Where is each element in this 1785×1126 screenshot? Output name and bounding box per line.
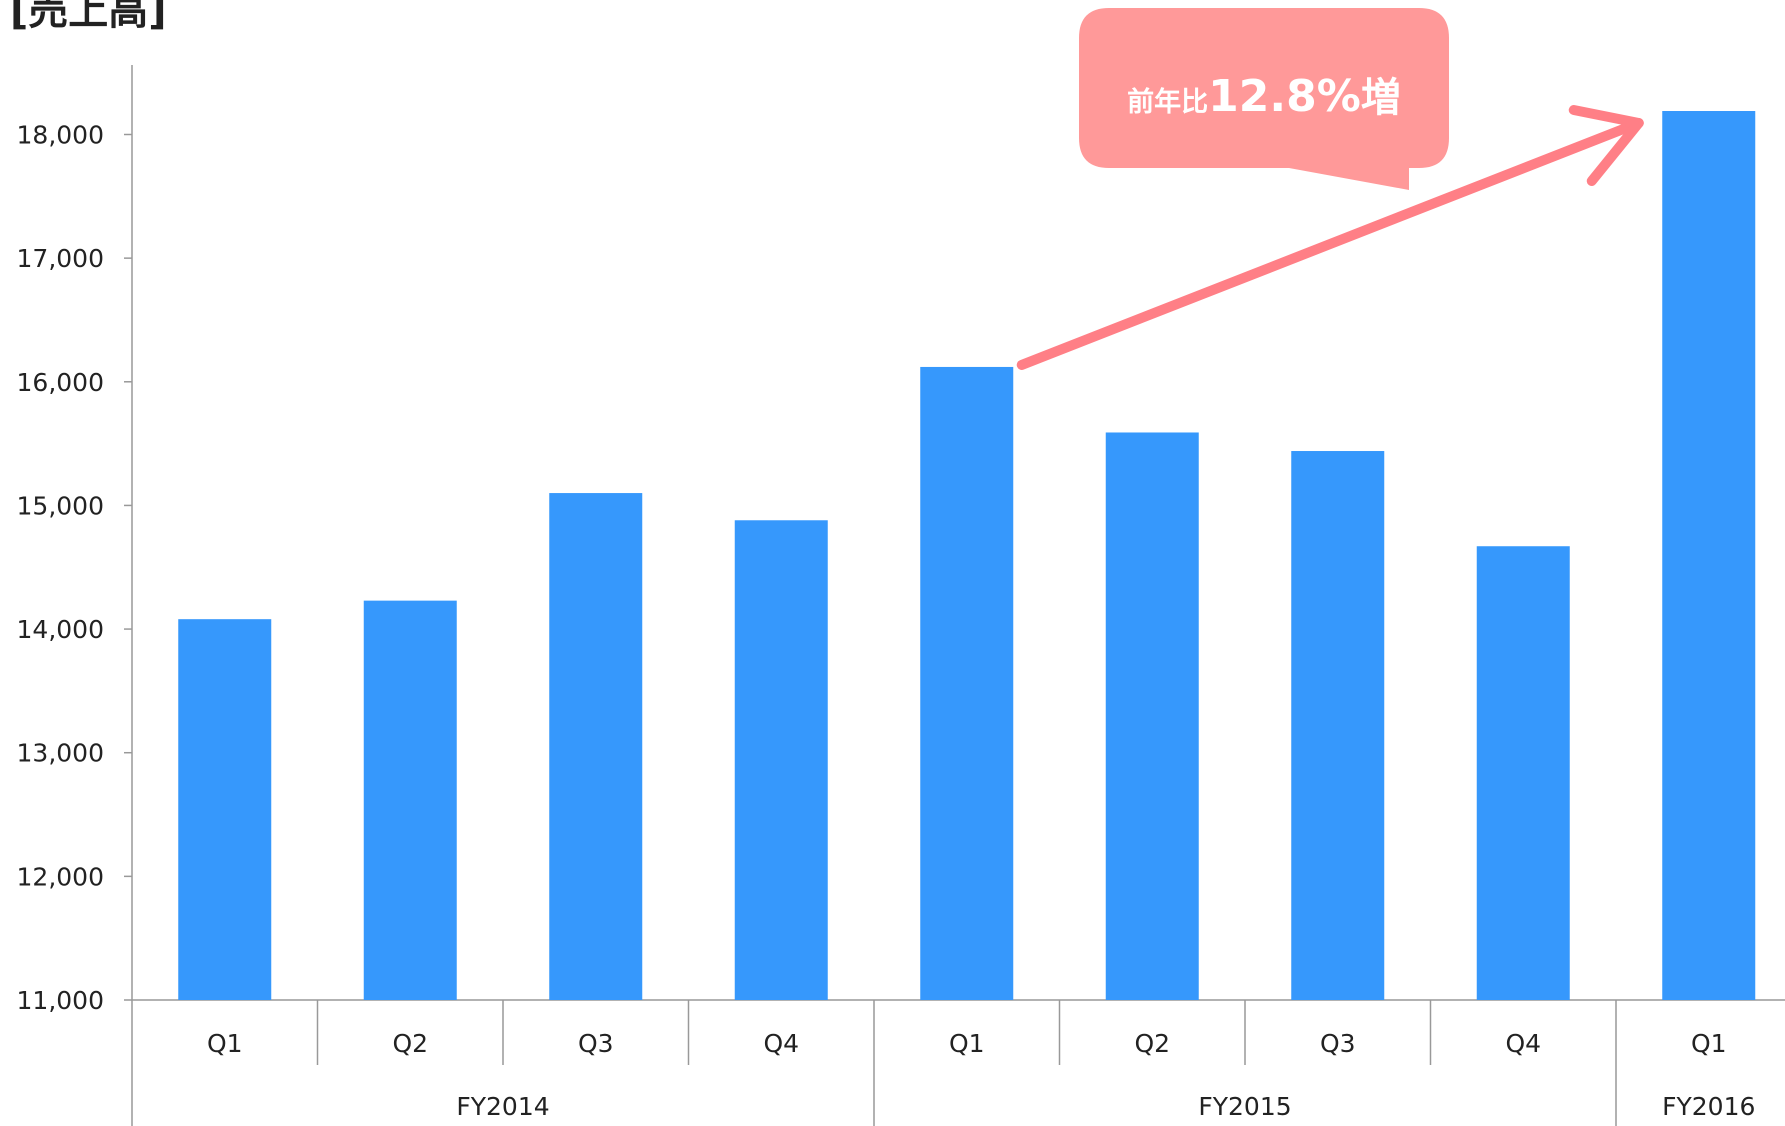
- callout-suffix: 増: [1361, 75, 1401, 121]
- x-category-label: Q1: [1691, 1029, 1727, 1058]
- bar: [734, 520, 828, 1000]
- y-tick-label: 12,000: [17, 862, 104, 891]
- callout-prefix: 前年比: [1127, 86, 1208, 118]
- bar: [549, 493, 643, 1000]
- y-tick-label: 15,000: [17, 491, 104, 520]
- bar: [363, 600, 457, 1000]
- y-tick-label: 17,000: [17, 244, 104, 273]
- growth-arrow-head: [1568, 105, 1644, 187]
- x-category-label: Q2: [392, 1029, 428, 1058]
- x-category-label: Q3: [1320, 1029, 1356, 1058]
- x-category-label: Q1: [949, 1029, 985, 1058]
- x-category-label: Q2: [1134, 1029, 1170, 1058]
- bar: [1476, 546, 1570, 1000]
- growth-arrow-shaft: [1016, 118, 1644, 370]
- y-tick-label: 11,000: [17, 986, 104, 1015]
- chart-title: [売上高]: [10, 0, 167, 34]
- y-tick-label: 18,000: [17, 121, 104, 150]
- bar: [178, 619, 272, 1000]
- y-tick-label: 16,000: [17, 368, 104, 397]
- x-group-label: FY2016: [1662, 1092, 1755, 1121]
- bar: [1105, 432, 1199, 1001]
- y-tick-label: 13,000: [17, 739, 104, 768]
- y-tick-label: 14,000: [17, 615, 104, 644]
- callout-value: 12.8%: [1208, 71, 1361, 122]
- x-group-label: FY2015: [1198, 1092, 1291, 1121]
- x-group-label: FY2014: [456, 1092, 549, 1121]
- x-category-label: Q4: [1505, 1029, 1541, 1058]
- x-category-label: Q4: [763, 1029, 799, 1058]
- callout-bubble: [1079, 8, 1449, 190]
- x-category-label: Q3: [578, 1029, 614, 1058]
- x-category-label: Q1: [207, 1029, 243, 1058]
- callout-text: 前年比12.8%増: [1127, 71, 1401, 122]
- bar: [920, 366, 1014, 1000]
- bar: [1662, 111, 1756, 1000]
- bar: [1291, 451, 1385, 1000]
